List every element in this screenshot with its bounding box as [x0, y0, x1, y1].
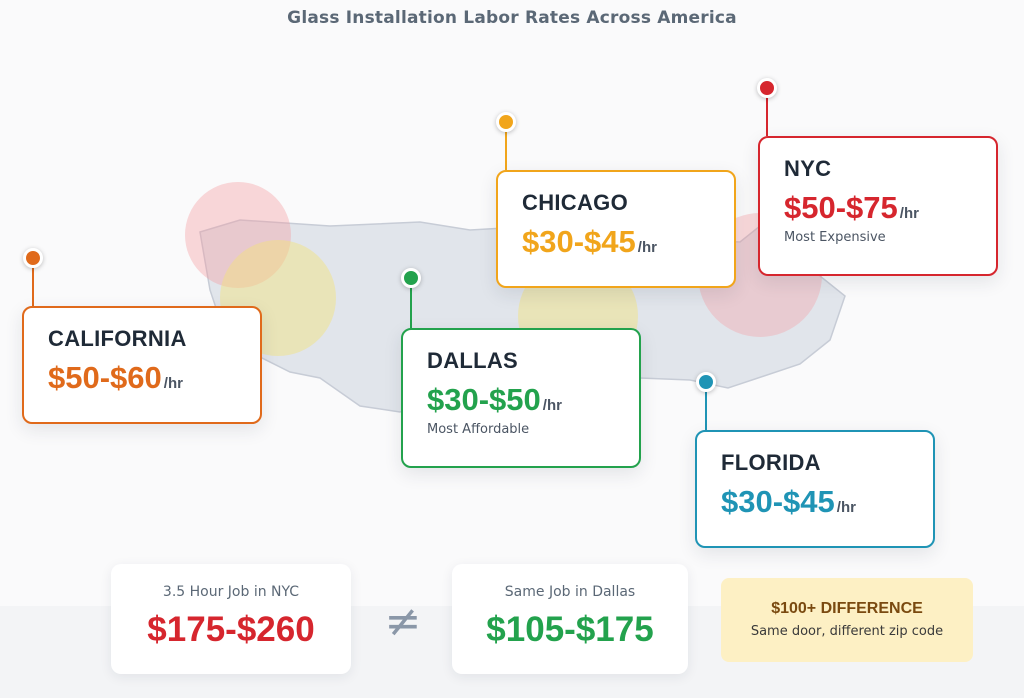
chicago-card: CHICAGO $30-$45/hr	[496, 170, 736, 288]
california-card: CALIFORNIA $50-$60/hr	[22, 306, 262, 424]
california-rate-unit: /hr	[163, 375, 183, 392]
nyc-pin-dot	[757, 78, 777, 98]
chicago-rate-amount: $30-$45	[522, 224, 636, 259]
florida-pin-dot	[696, 372, 716, 392]
dallas-rate: $30-$50/hr	[427, 382, 615, 418]
florida-name: FLORIDA	[721, 450, 821, 475]
florida-pin-line	[705, 390, 707, 430]
dallas-note: Most Affordable	[427, 422, 530, 437]
chicago-rate-unit: /hr	[637, 239, 657, 256]
florida-card: FLORIDA $30-$45/hr	[695, 430, 935, 548]
nyc-job-price: $175-$260	[147, 610, 315, 649]
nyc-note: Most Expensive	[784, 230, 886, 245]
california-name: CALIFORNIA	[48, 326, 187, 351]
california-rate: $50-$60/hr	[48, 360, 236, 396]
dallas-rate-amount: $30-$50	[427, 382, 541, 417]
nyc-rate-amount: $50-$75	[784, 190, 898, 225]
florida-rate-amount: $30-$45	[721, 484, 835, 519]
chicago-name: CHICAGO	[522, 190, 628, 215]
dallas-pin-line	[410, 286, 412, 328]
florida-rate: $30-$45/hr	[721, 484, 909, 520]
page-title: Glass Installation Labor Rates Across Am…	[287, 8, 737, 28]
nyc-card: NYC $50-$75/hr Most Expensive	[758, 136, 998, 276]
difference-callout: $100+ DIFFERENCE Same door, different zi…	[721, 578, 973, 662]
california-pin-dot	[23, 248, 43, 268]
difference-head: $100+ DIFFERENCE	[771, 600, 923, 617]
nyc-pin-line	[766, 96, 768, 136]
dallas-job-card: Same Job in Dallas $105-$175	[452, 564, 688, 674]
dallas-rate-unit: /hr	[542, 397, 562, 414]
nyc-rate-unit: /hr	[899, 205, 919, 222]
not-equal-symbol: ≠	[384, 596, 422, 647]
nyc-name: NYC	[784, 156, 832, 181]
dallas-name: DALLAS	[427, 348, 519, 373]
california-rate-amount: $50-$60	[48, 360, 162, 395]
nyc-job-label: 3.5 Hour Job in NYC	[162, 584, 300, 600]
florida-rate-unit: /hr	[836, 499, 856, 516]
california-pin-line	[32, 266, 34, 306]
dallas-card: DALLAS $30-$50/hr Most Affordable	[401, 328, 641, 468]
chicago-rate: $30-$45/hr	[522, 224, 710, 260]
nyc-rate: $50-$75/hr	[784, 190, 972, 226]
chicago-pin-line	[505, 130, 507, 170]
dallas-job-price: $105-$175	[486, 610, 654, 649]
dallas-job-label: Same Job in Dallas	[504, 584, 636, 600]
dallas-pin-dot	[401, 268, 421, 288]
heat-spot-west	[185, 182, 291, 288]
difference-sub: Same door, different zip code	[750, 624, 944, 639]
chicago-pin-dot	[496, 112, 516, 132]
nyc-job-card: 3.5 Hour Job in NYC $175-$260	[111, 564, 351, 674]
